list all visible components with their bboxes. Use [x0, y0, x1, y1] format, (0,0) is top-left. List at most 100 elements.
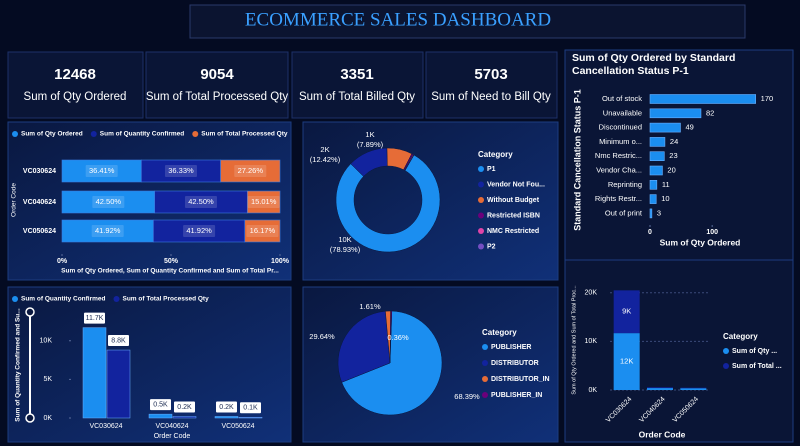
legend-marker [482, 392, 488, 398]
label-box [183, 225, 216, 237]
y-tick-label: 5K [43, 376, 52, 383]
bar-segment [613, 290, 640, 334]
data-label: 8.8K [111, 337, 126, 344]
y-axis-title: Sum of Qty Ordered and Sum of Total Proc… [571, 285, 577, 395]
legend-marker [90, 131, 97, 137]
y-tick-label: 0K [588, 387, 597, 394]
legend-marker [478, 212, 484, 219]
data-label: (12.42%) [310, 155, 341, 164]
y-tick-label: 20K [585, 290, 598, 297]
y-axis-title: Standard Cancellation Status P-1 [572, 89, 582, 231]
label-box [150, 399, 171, 411]
panel [564, 49, 794, 281]
data-label: 27.26% [238, 166, 264, 175]
bar [82, 327, 107, 419]
bar [649, 208, 653, 219]
y-tick-label: Discontinued [599, 123, 642, 132]
kpi-card [145, 51, 289, 119]
y-tick-label: VC050624 [23, 228, 56, 235]
kpi-card [7, 51, 144, 119]
y-tick-label: 0K [43, 415, 52, 422]
data-label: 0.2K [177, 404, 192, 411]
legend-label: Sum of Total ... [732, 363, 782, 370]
bar [649, 194, 657, 204]
data-label: 23 [669, 151, 677, 160]
data-label: 2K [320, 145, 329, 154]
data-label: 68.39% [454, 392, 480, 401]
kpi-card [425, 51, 558, 119]
bar [649, 108, 702, 119]
y-tick-label: 10K [40, 338, 53, 345]
data-label: 0.5K [153, 401, 168, 408]
label-box [216, 401, 237, 413]
legend-label: Sum of Quantity Confirmed [100, 131, 185, 138]
label-box [234, 165, 267, 177]
panel [7, 286, 292, 443]
data-label: 42.50% [96, 197, 122, 206]
data-label: 36.41% [89, 166, 115, 175]
data-label: 10K [338, 235, 351, 244]
legend-title: Category [478, 150, 513, 159]
y-tick-label: Minimum o... [599, 137, 642, 146]
data-label: 42.50% [188, 197, 214, 206]
x-axis-title: Order Code [154, 433, 191, 440]
data-label: 11.7K [86, 315, 104, 322]
kpi-card [291, 51, 424, 119]
y-tick-label: Vendor Cha... [596, 165, 642, 174]
y-tick-label: Reprinting [608, 180, 642, 189]
kpi-label: Sum of Total Processed Qty [146, 91, 289, 103]
data-label: 0.1K [243, 405, 258, 412]
data-label: 3 [657, 208, 661, 217]
legend-marker [478, 166, 484, 172]
y-tick-label: VC030624 [23, 168, 56, 175]
data-label: 24 [670, 137, 678, 146]
bar-segment [247, 190, 281, 214]
legend-title: Category [482, 328, 517, 337]
data-label: 36.33% [168, 166, 194, 175]
bar-segment [613, 333, 640, 390]
legend-title: Category [723, 332, 758, 341]
legend-label: DISTRIBUTOR [491, 360, 539, 367]
y-axis-title: Sum of Quantity Confirmed and Su... [15, 308, 22, 422]
slice [404, 154, 415, 171]
label-box [85, 165, 118, 177]
slice [337, 310, 391, 383]
bar [172, 416, 197, 419]
bar [106, 349, 131, 419]
y-tick-label: Rights Restr... [595, 194, 642, 203]
legend-marker [113, 296, 120, 302]
data-label: 29.64% [309, 332, 335, 341]
slice [341, 310, 443, 416]
bar-segment [244, 219, 281, 243]
data-label: 82 [706, 108, 714, 117]
data-label: 41.92% [186, 226, 212, 235]
data-label: 20 [667, 165, 675, 174]
slice [335, 154, 441, 253]
legend-label: NMC Restricted [487, 228, 539, 235]
legend-label: PUBLISHER [491, 344, 531, 351]
data-label: 15.01% [251, 197, 277, 206]
x-tick-label: 0% [57, 258, 68, 265]
label-box [174, 401, 195, 413]
x-axis-title: Sum of Qty Ordered [660, 237, 741, 247]
x-tick-label: 50% [164, 258, 179, 265]
data-label: 49 [685, 123, 693, 132]
label-box [108, 335, 129, 347]
bar [649, 165, 663, 176]
y-tick-label: Nmc Restric... [595, 151, 642, 160]
bar-segment [680, 388, 707, 390]
y-tick-label: Out of print [605, 208, 643, 217]
legend-marker [723, 363, 729, 369]
bar-segment [680, 387, 707, 389]
bar [649, 94, 756, 104]
y-axis-title: Order Code [11, 183, 18, 217]
kpi-value: 9054 [200, 66, 234, 83]
data-label: 11 [662, 180, 670, 189]
bar [649, 180, 658, 190]
kpi-value: 5703 [474, 66, 507, 83]
label-box [246, 225, 279, 237]
legend-label: P1 [487, 166, 496, 173]
legend-marker [478, 228, 484, 234]
